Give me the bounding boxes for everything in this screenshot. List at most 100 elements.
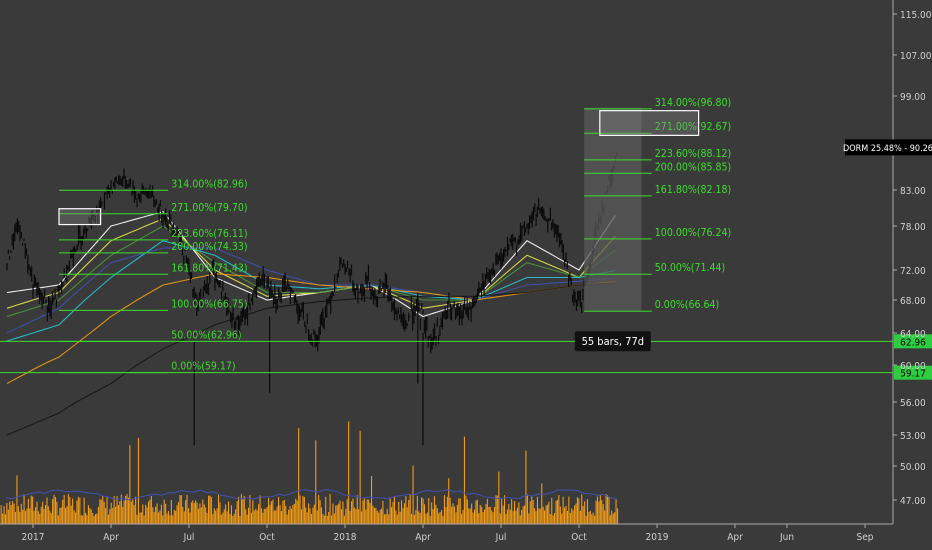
volume-bar bbox=[383, 514, 385, 524]
moving-average-line bbox=[6, 225, 616, 318]
volume-bar bbox=[265, 508, 267, 524]
volume-bar bbox=[293, 503, 295, 524]
volume-bar bbox=[132, 499, 134, 524]
volume-bar bbox=[279, 505, 281, 524]
volume-bar bbox=[338, 503, 340, 524]
volume-bar bbox=[472, 512, 474, 524]
volume-bar bbox=[107, 514, 109, 524]
volume-bar bbox=[117, 505, 119, 524]
volume-bar bbox=[52, 499, 54, 524]
volume-bar bbox=[435, 504, 437, 524]
volume-bar bbox=[139, 512, 141, 524]
volume-bar bbox=[352, 498, 354, 524]
volume-bar bbox=[475, 500, 477, 524]
volume-bar bbox=[209, 495, 211, 524]
volume-bar bbox=[368, 499, 370, 524]
volume-bar bbox=[199, 503, 201, 524]
volume-bar bbox=[266, 506, 268, 524]
volume-bar bbox=[170, 500, 172, 524]
volume-bar bbox=[100, 499, 102, 524]
volume-bar bbox=[355, 509, 357, 524]
volume-bar bbox=[373, 507, 375, 524]
volume-bar bbox=[320, 507, 322, 524]
volume-bar bbox=[87, 505, 89, 524]
volume-bar bbox=[508, 504, 510, 524]
volume-bar bbox=[489, 506, 491, 524]
volume-bar bbox=[103, 501, 105, 524]
volume-bar bbox=[182, 506, 184, 524]
fibonacci-extensions[interactable]: 314.00%(82.96) 271.00%(79.70) 223.60%(76.1… bbox=[0, 97, 893, 374]
volume-bar bbox=[345, 508, 347, 524]
volume-bar bbox=[147, 501, 149, 524]
volume-bar bbox=[413, 514, 415, 524]
volume-bar bbox=[402, 508, 404, 524]
volume-bar bbox=[229, 514, 231, 524]
volume-bar bbox=[57, 515, 59, 524]
volume-bar bbox=[526, 494, 528, 524]
volume-bar bbox=[95, 514, 97, 524]
volume-bar bbox=[358, 509, 360, 524]
volume-bar bbox=[501, 498, 503, 524]
volume-bar bbox=[315, 440, 317, 524]
volume-bar bbox=[228, 501, 230, 524]
volume-bar bbox=[16, 475, 18, 524]
volume-bar bbox=[438, 513, 440, 524]
volume-bar bbox=[175, 510, 177, 524]
volume-bar bbox=[421, 497, 423, 524]
volume-bar bbox=[399, 511, 401, 524]
volume-bar bbox=[183, 511, 185, 524]
volume-bar bbox=[40, 506, 42, 524]
volume-bar bbox=[524, 505, 526, 524]
volume-bar bbox=[601, 500, 603, 524]
volume-bar bbox=[486, 498, 488, 524]
volume-bar bbox=[405, 496, 407, 524]
volume-bar bbox=[598, 501, 600, 524]
volume-bar bbox=[47, 506, 49, 524]
price-tick-label: 83.00 bbox=[900, 186, 926, 197]
volume-bar bbox=[408, 500, 410, 524]
volume-bar bbox=[169, 515, 171, 524]
time-tick-label: Apr bbox=[103, 532, 119, 543]
volume-bar bbox=[325, 496, 327, 524]
volume-bar bbox=[375, 508, 377, 524]
volume-bar bbox=[145, 504, 147, 524]
moving-average-line bbox=[6, 210, 616, 318]
volume-bar bbox=[459, 498, 461, 524]
volume-bar bbox=[129, 445, 131, 524]
volume-bar bbox=[529, 501, 531, 524]
volume-bar bbox=[102, 495, 104, 524]
volume-bar bbox=[280, 511, 282, 524]
volume-bar bbox=[55, 497, 57, 524]
price-tick-label: 72.00 bbox=[900, 266, 926, 277]
volume-bar bbox=[586, 499, 588, 524]
volume-bar bbox=[157, 512, 159, 524]
volume-bar bbox=[452, 503, 454, 524]
time-tick-label: Apr bbox=[415, 532, 431, 543]
volume-bar bbox=[269, 504, 271, 524]
volume-bar bbox=[143, 515, 145, 524]
volume-bar bbox=[150, 496, 152, 524]
volume-bar bbox=[348, 421, 350, 524]
volume-bar bbox=[310, 514, 312, 524]
volume-bar bbox=[116, 496, 118, 524]
volume-bar bbox=[142, 504, 144, 524]
volume-bar bbox=[238, 496, 240, 524]
volume-bar bbox=[564, 507, 566, 524]
volume-bar bbox=[298, 428, 300, 524]
volume-bar bbox=[466, 499, 468, 524]
volume-bar bbox=[611, 510, 613, 524]
volume-bar bbox=[584, 501, 586, 524]
volume-bar bbox=[572, 510, 574, 524]
volume-bar bbox=[362, 500, 364, 524]
volume-bar bbox=[33, 510, 35, 524]
volume-bar bbox=[303, 496, 305, 524]
volume-bar bbox=[35, 507, 37, 524]
volume-bars bbox=[0, 421, 619, 524]
volume-bar bbox=[218, 494, 220, 524]
volume-bar bbox=[422, 498, 424, 524]
volume-bar bbox=[188, 508, 190, 524]
volume-bar bbox=[366, 499, 368, 524]
